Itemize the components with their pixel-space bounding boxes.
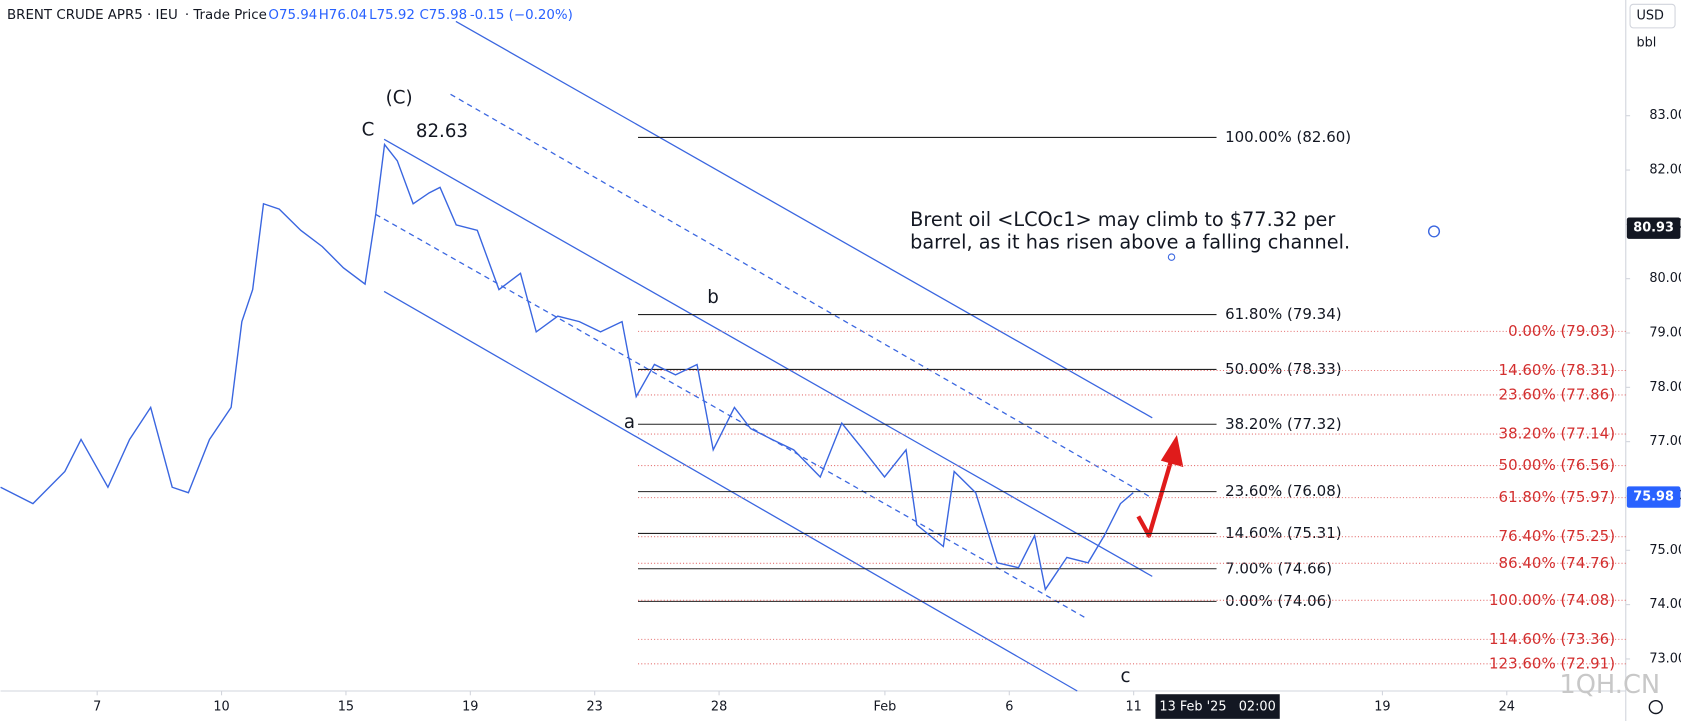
y-tick-label: 80.00: [1649, 271, 1681, 286]
x-tick-label: 7: [93, 700, 101, 715]
settings-icon[interactable]: [1648, 699, 1663, 715]
fib-ext-label: 61.80% (75.97): [1499, 488, 1616, 506]
change: -0.15 (−0.20%): [470, 8, 573, 23]
annotation: barrel, as it has risen above a falling …: [910, 231, 1350, 254]
crosshair-price: 80.93: [1633, 221, 1674, 236]
y-tick-label: 78.00: [1649, 380, 1681, 395]
fib-label: 14.60% (75.31): [1225, 524, 1342, 542]
last-price-box: [1626, 486, 1681, 508]
wave-label: C: [362, 120, 375, 141]
last-price: 75.98: [1633, 490, 1674, 505]
y-tick-label: 77.00: [1649, 434, 1681, 449]
fib-ext-label: 50.00% (76.56): [1499, 456, 1616, 474]
fib-label: 100.00% (82.60): [1225, 128, 1351, 146]
x-tick-label: 15: [338, 700, 354, 715]
fib-ext-label: 38.20% (77.14): [1499, 425, 1616, 443]
open: O75.94: [268, 8, 317, 23]
currency-box[interactable]: [1629, 3, 1676, 29]
wave-label: b: [707, 287, 719, 308]
crosshair-time-box: [1155, 694, 1280, 719]
crosshair-time: 13 Feb '25 02:00: [1159, 700, 1275, 715]
arrow-head: [1160, 434, 1184, 468]
x-tick-label: 10: [213, 700, 229, 715]
fib-label: 0.00% (74.06): [1225, 592, 1332, 610]
x-tick-label: 11: [1125, 700, 1141, 715]
x-tick-label: 24: [1499, 700, 1515, 715]
fib-ext-label: 0.00% (79.03): [1508, 322, 1615, 340]
watermark: 1QH.CN: [1559, 670, 1660, 700]
crosshair-price-box: [1626, 217, 1681, 239]
source: · Trade Price: [185, 8, 267, 23]
fib-label: 38.20% (77.32): [1225, 415, 1342, 433]
y-tick-label: 75.00: [1649, 543, 1681, 558]
wave-label: (C): [386, 88, 413, 109]
channel-line: [375, 213, 1089, 620]
annotation: Brent oil <LCOc1> may climb to $77.32 pe…: [910, 208, 1335, 231]
fib-ext-label: 86.40% (74.76): [1499, 554, 1616, 572]
high: H76.04: [319, 8, 367, 23]
y-tick-label: 73.00: [1649, 651, 1681, 666]
y-tick-label: 83.00: [1649, 108, 1681, 123]
channel-line: [450, 93, 1153, 499]
x-tick-label: 28: [711, 700, 727, 715]
wave-label: c: [1120, 666, 1130, 687]
fib-ext-label: 23.60% (77.86): [1499, 385, 1616, 403]
fib-ext-label: 114.60% (73.36): [1489, 630, 1615, 648]
y-tick-label: 79.00: [1649, 326, 1681, 341]
wave-label: a: [624, 412, 635, 433]
low: L75.92: [369, 8, 415, 23]
x-tick-label: 23: [587, 700, 603, 715]
channel-line: [455, 20, 1153, 419]
fib-label: 50.00% (78.33): [1225, 360, 1342, 378]
unit[interactable]: bbl: [1636, 35, 1656, 50]
x-tick-label: 6: [1005, 700, 1013, 715]
y-tick-label: 74.00: [1649, 597, 1681, 612]
fib-ext-label: 100.00% (74.08): [1489, 591, 1615, 609]
x-tick-label: 19: [462, 700, 478, 715]
anchor-dot: [1167, 253, 1176, 261]
fib-label: 23.60% (76.08): [1225, 482, 1342, 500]
arrow-shaft: [1136, 462, 1173, 538]
fib-ext-label: 76.40% (75.25): [1499, 527, 1616, 545]
currency[interactable]: USD: [1636, 9, 1664, 24]
price-line: [0, 142, 1134, 592]
wave-label: 82.63: [416, 121, 468, 142]
fib-ext-label: 123.60% (72.91): [1489, 654, 1615, 672]
fib-ext-label: 14.60% (78.31): [1499, 361, 1616, 379]
x-tick-label: Feb: [874, 700, 897, 715]
close: C75.98: [419, 8, 467, 23]
red-arrow: [1136, 434, 1184, 538]
fib-label: 7.00% (74.66): [1225, 559, 1332, 577]
x-tick-label: 19: [1374, 700, 1390, 715]
y-tick-label: 82.00: [1649, 163, 1681, 178]
channel-line: [383, 138, 1153, 577]
symbol: BRENT CRUDE APR5 · IEU: [7, 8, 178, 23]
crosshair-dot: [1427, 225, 1441, 238]
channel-lines: [375, 20, 1153, 692]
fib-label: 61.80% (79.34): [1225, 305, 1342, 323]
